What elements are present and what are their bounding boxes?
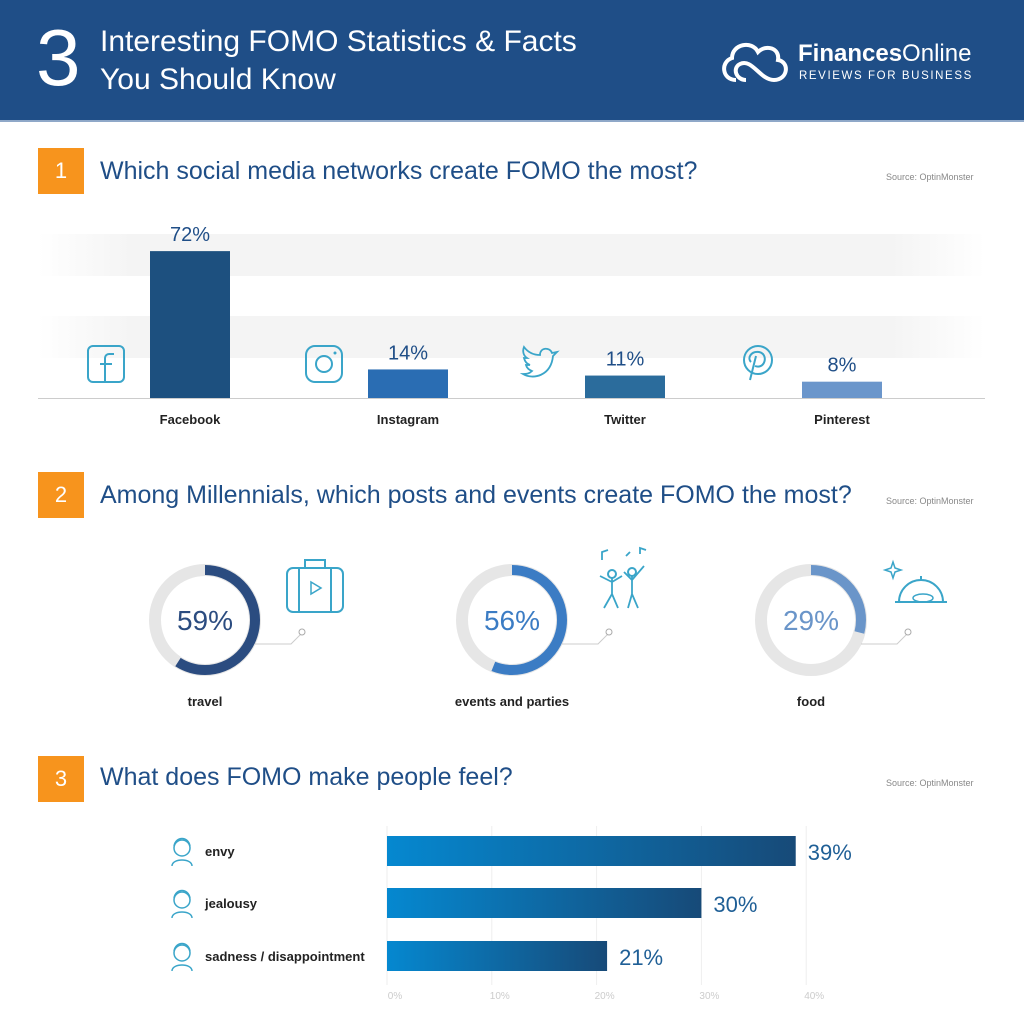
face-head: [173, 891, 191, 909]
x-tick-label: 0%: [388, 991, 403, 1002]
x-tick-label: 20%: [595, 991, 615, 1002]
donut-value-label: 56%: [484, 605, 540, 636]
face-icon: [171, 889, 193, 919]
bar-value-label: 14%: [388, 342, 428, 364]
donut-segment-1: [457, 565, 567, 675]
x-tick-label: 10%: [490, 991, 510, 1002]
social-networks-bar-chart: 72% Facebook 14% Instagram 11% Twitter 8% Pinte…: [38, 224, 985, 427]
cloud-logo-icon: [722, 42, 788, 83]
category-label: Pinterest: [814, 412, 870, 427]
category-label: travel: [188, 694, 223, 709]
bar-value-label: 21%: [619, 945, 663, 970]
section-3-title: What does FOMO make people feel?: [100, 763, 513, 791]
face-body: [171, 837, 193, 867]
facebook-f: [100, 353, 114, 382]
suitcase-sticker: [310, 580, 323, 596]
plate: [912, 593, 934, 603]
donut-value-label: 29%: [783, 605, 839, 636]
header-number: 3: [36, 13, 81, 102]
section-2-badge: 2: [38, 472, 84, 518]
suitcase-body: [286, 567, 344, 613]
face-head: [173, 839, 191, 857]
suitcase-straps: [298, 559, 332, 612]
sparkle: [882, 559, 904, 581]
donut-value-label: 59%: [177, 605, 233, 636]
section-2-source: Source: OptinMonster: [886, 496, 974, 506]
face-icon: [171, 837, 193, 867]
bar-2: [387, 941, 608, 971]
instagram-icon: [305, 345, 343, 383]
header-title-line1: Interesting FOMO Statistics & Facts: [100, 25, 577, 58]
connector-dot: [904, 628, 912, 636]
x-tick-label: 40%: [804, 991, 824, 1002]
cloche: [895, 576, 947, 603]
donut-segment-2: [756, 565, 866, 675]
connector-line: [255, 633, 302, 645]
connector-line: [861, 633, 908, 645]
bar-facebook: [150, 251, 230, 398]
bar-0: [387, 836, 796, 866]
face-body: [171, 889, 193, 919]
bar-pinterest: [802, 381, 882, 398]
section-2-title: Among Millennials, which posts and event…: [100, 481, 852, 509]
instagram-lens: [315, 355, 333, 373]
instagram-frame: [305, 345, 343, 383]
bar-instagram: [368, 369, 448, 398]
pinterest-p: [748, 350, 766, 381]
section-3-source: Source: OptinMonster: [886, 778, 974, 788]
instagram-dot: [333, 351, 337, 355]
bar-1: [387, 888, 702, 918]
pinterest-circle: [743, 345, 773, 375]
connector-line: [562, 633, 609, 645]
bar-value-label: 72%: [170, 224, 210, 246]
face-icon: [171, 942, 193, 972]
donut-segment-0: [150, 565, 260, 675]
bar-value-label: 11%: [606, 349, 645, 371]
header-title-line2: You Should Know: [100, 63, 336, 96]
section-1-source: Source: OptinMonster: [886, 172, 974, 182]
logo-wordmark: FinancesOnline: [798, 40, 972, 67]
x-tick-label: 30%: [699, 991, 719, 1002]
category-label: Facebook: [160, 412, 221, 427]
category-label: jealousy: [204, 896, 258, 911]
category-label: Twitter: [604, 412, 646, 427]
face-body: [171, 942, 193, 972]
twitter-icon: [519, 345, 560, 378]
header-banner: 3 Interesting FOMO Statistics & Facts Yo…: [0, 0, 1024, 122]
face-head: [173, 944, 191, 962]
dancing-people-icon: [599, 546, 647, 609]
dancer-head: [627, 567, 637, 577]
food-cloche-icon: [882, 559, 947, 603]
twitter-bird: [519, 345, 560, 378]
bar-value-label: 39%: [808, 840, 852, 865]
bar-value-label: 30%: [713, 892, 757, 917]
connector-dot: [605, 628, 613, 636]
connector-dot: [298, 628, 306, 636]
category-label: events and parties: [455, 694, 569, 709]
pinterest-icon: [743, 345, 773, 381]
section-1-badge: 1: [38, 148, 84, 194]
section-3-badge: 3: [38, 756, 84, 802]
bar-value-label: 8%: [828, 355, 857, 377]
bar-twitter: [585, 375, 665, 398]
dancer-head: [607, 569, 617, 579]
suitcase-icon: [286, 559, 344, 613]
logo-tagline: REVIEWS FOR BUSINESS: [799, 70, 973, 82]
category-label: envy: [205, 844, 235, 859]
category-label: Instagram: [377, 412, 439, 427]
category-label: sadness / disappointment: [205, 949, 365, 964]
dancers: [599, 546, 647, 609]
section-1-title: Which social media networks create FOMO …: [100, 157, 698, 185]
facebook-icon: [87, 345, 125, 383]
feelings-horizontal-bar-chart: 0% 10% 20% 30% 40% 39% envy 30% jealousy 21% sadne…: [171, 826, 852, 1002]
category-label: food: [797, 694, 825, 709]
millennials-donut-charts: 59% travel 56% events and parties 29% food: [149, 546, 947, 709]
